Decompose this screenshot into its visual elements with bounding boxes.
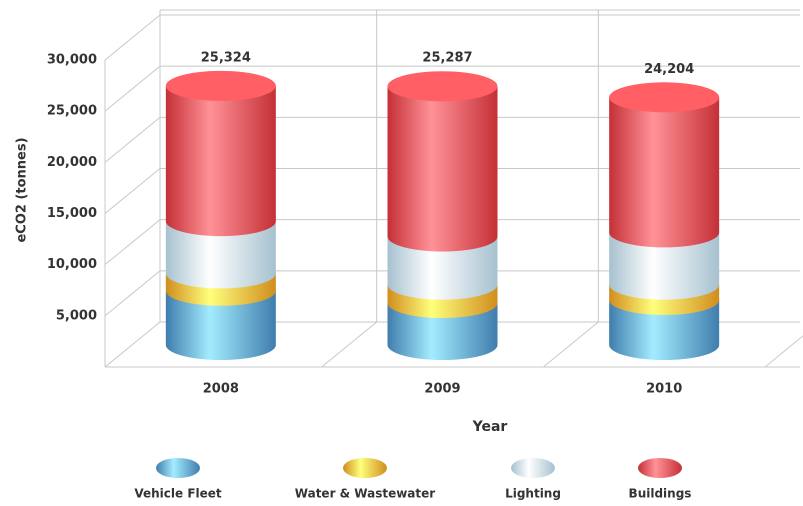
cylinder-segment bbox=[387, 236, 498, 300]
x-axis-title: Year bbox=[472, 419, 508, 435]
y-tick-label: 15,000 bbox=[47, 206, 97, 221]
legend-label: Vehicle Fleet bbox=[134, 487, 222, 501]
total-label: 24,204 bbox=[644, 62, 694, 77]
x-tick-label: 2009 bbox=[424, 382, 460, 397]
legend-swatch bbox=[511, 458, 555, 478]
cylinder-top bbox=[609, 82, 720, 113]
y-tick-label: 25,000 bbox=[47, 104, 97, 119]
cylinder-segment bbox=[165, 221, 276, 289]
legend-label: Buildings bbox=[629, 487, 692, 501]
grid-line bbox=[104, 270, 161, 317]
total-label: 25,287 bbox=[422, 51, 472, 66]
floor-divider bbox=[321, 321, 377, 368]
cylinder-top bbox=[165, 70, 276, 101]
legend-label: Water & Wastewater bbox=[295, 487, 436, 501]
cylinder-segment bbox=[165, 85, 276, 237]
grid-line bbox=[104, 65, 161, 112]
cylinder-segment bbox=[387, 86, 498, 252]
grid-line bbox=[104, 168, 161, 214]
floor-edge bbox=[104, 321, 161, 368]
x-tick-label: 2010 bbox=[646, 382, 682, 397]
cylinder-segment bbox=[609, 232, 720, 300]
grid-line bbox=[104, 14, 161, 61]
cylinder-segment bbox=[609, 97, 720, 248]
cylinder-segment bbox=[387, 303, 498, 360]
cylinder-segment bbox=[609, 299, 720, 361]
cylinder-segment bbox=[165, 290, 276, 360]
grid-line bbox=[104, 116, 161, 163]
y-tick-label: 5,000 bbox=[56, 308, 97, 323]
y-tick-label: 10,000 bbox=[47, 257, 97, 272]
y-tick-label: 30,000 bbox=[47, 53, 97, 68]
legend-swatch bbox=[156, 458, 200, 478]
total-label: 25,324 bbox=[201, 50, 251, 65]
cylinder-top bbox=[387, 71, 498, 102]
y-tick-label: 20,000 bbox=[47, 155, 97, 170]
floor-divider bbox=[764, 335, 803, 368]
grid-line bbox=[104, 219, 161, 266]
y-axis-title: eCO2 (tonnes) bbox=[15, 137, 30, 242]
legend-swatch bbox=[343, 458, 387, 478]
legend-swatch bbox=[638, 458, 682, 478]
x-tick-label: 2008 bbox=[203, 382, 239, 397]
floor-divider bbox=[543, 321, 599, 368]
legend-label: Lighting bbox=[505, 487, 561, 501]
